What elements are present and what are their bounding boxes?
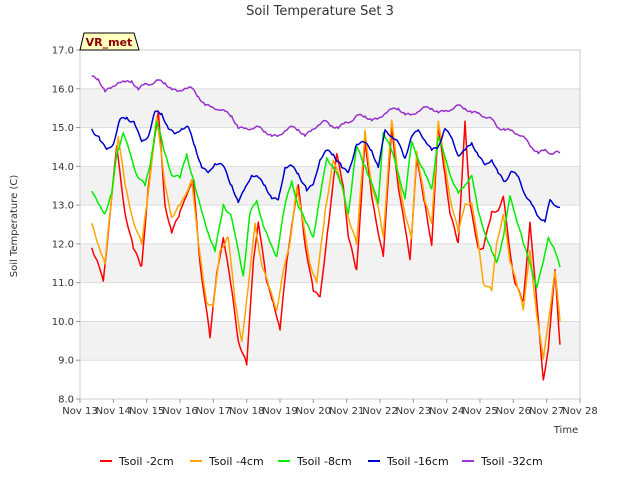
legend-item-tsoil-32cm: Tsoil -32cm <box>462 455 543 468</box>
y-tick-label: 15.0 <box>52 123 74 134</box>
chart-title: Soil Temperature Set 3 <box>246 4 394 19</box>
legend-label: Tsoil -8cm <box>296 455 352 468</box>
x-tick-label: Nov 26 <box>496 406 531 417</box>
station-badge-box <box>79 32 140 51</box>
series-layer <box>90 75 561 381</box>
x-tick-label: Nov 17 <box>196 406 231 417</box>
plot-frame <box>79 49 581 400</box>
station-badge: VR_met <box>79 32 140 51</box>
legend-label: Tsoil -16cm <box>386 455 449 468</box>
y-tick-label: 11.0 <box>52 278 74 289</box>
y-tick-label: 12.0 <box>52 239 74 250</box>
legend-item-tsoil-8cm: Tsoil -8cm <box>278 455 352 468</box>
series-line-tsoil-16cm <box>91 110 561 223</box>
plot-band <box>80 243 580 283</box>
y-tick-label: 13.0 <box>52 201 74 212</box>
plot-band <box>80 321 580 361</box>
y-axis-ticks: 8.0 9.0 10.0 11.0 12.0 13.0 14.0 15.0 16.0 17.0 <box>52 46 80 406</box>
x-tick-label: Nov 27 <box>529 406 564 417</box>
y-axis-label: Soil Temperature (C) <box>9 175 20 278</box>
y-tick-label: 9.0 <box>58 356 74 367</box>
series-line-tsoil-32cm <box>91 75 561 156</box>
station-badge-label: VR_met <box>86 36 133 49</box>
y-tick-label: 16.0 <box>52 84 74 95</box>
x-tick-label: Nov 16 <box>162 406 197 417</box>
plot-band <box>80 88 580 128</box>
x-tick-label: Nov 24 <box>429 406 464 417</box>
x-tick-label: Nov 21 <box>329 406 364 417</box>
x-axis-label: Time <box>553 425 578 436</box>
legend-item-tsoil-2cm: Tsoil -2cm <box>100 455 174 468</box>
series-line-tsoil-2cm <box>90 110 561 381</box>
y-tick-label: 14.0 <box>52 162 74 173</box>
series-line-tsoil-8cm <box>91 120 561 289</box>
y-tick-label: 8.0 <box>58 395 74 406</box>
legend-label: Tsoil -2cm <box>118 455 174 468</box>
x-tick-label: Nov 22 <box>362 406 397 417</box>
x-tick-label: Nov 28 <box>562 406 597 417</box>
x-tick-label: Nov 25 <box>462 406 497 417</box>
x-tick-label: Nov 15 <box>129 406 164 417</box>
legend: Tsoil -2cm Tsoil -4cm Tsoil -8cm Tsoil -16c… <box>100 455 543 468</box>
legend-item-tsoil-4cm: Tsoil -4cm <box>190 455 264 468</box>
x-tick-label: Nov 13 <box>62 406 97 417</box>
legend-label: Tsoil -4cm <box>208 455 264 468</box>
x-tick-label: Nov 23 <box>396 406 431 417</box>
x-tick-label: Nov 14 <box>96 406 131 417</box>
legend-item-tsoil-16cm: Tsoil -16cm <box>368 455 449 468</box>
x-tick-label: Nov 18 <box>229 406 264 417</box>
y-tick-label: 17.0 <box>52 46 74 57</box>
y-tick-label: 10.0 <box>52 317 74 328</box>
legend-label: Tsoil -32cm <box>480 455 543 468</box>
x-tick-label: Nov 19 <box>262 406 297 417</box>
x-tick-label: Nov 20 <box>296 406 331 417</box>
series-line-tsoil-4cm <box>90 116 561 360</box>
